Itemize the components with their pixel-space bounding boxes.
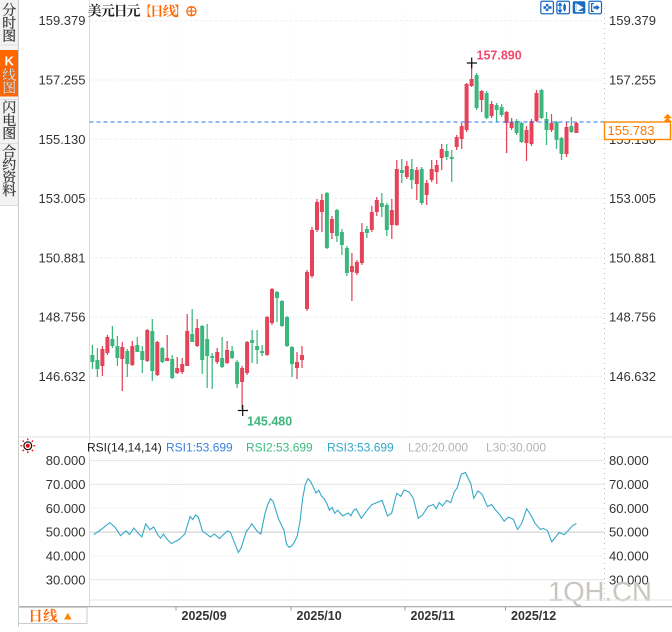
svg-text:30.000: 30.000 (46, 572, 86, 587)
svg-text:70.000: 70.000 (609, 477, 649, 492)
svg-text:50.000: 50.000 (46, 525, 86, 540)
svg-text:RSI1:53.699: RSI1:53.699 (166, 441, 233, 455)
svg-text:146.632: 146.632 (609, 369, 656, 384)
svg-text:148.756: 148.756 (39, 310, 86, 325)
svg-text:60.000: 60.000 (46, 501, 86, 516)
svg-text:2025/10: 2025/10 (297, 609, 342, 623)
svg-text:L20:20.000: L20:20.000 (408, 441, 468, 455)
svg-text:40.000: 40.000 (609, 549, 649, 564)
svg-text:145.480: 145.480 (247, 415, 292, 429)
svg-text:155.130: 155.130 (39, 132, 86, 147)
svg-text:30.000: 30.000 (609, 572, 649, 587)
svg-text:153.005: 153.005 (609, 191, 656, 206)
svg-text:80.000: 80.000 (609, 453, 649, 468)
svg-text:157.255: 157.255 (609, 73, 656, 88)
svg-text:146.632: 146.632 (39, 369, 86, 384)
svg-text:RSI3:53.699: RSI3:53.699 (327, 441, 394, 455)
svg-text:2025/09: 2025/09 (182, 609, 227, 623)
svg-text:1QH.CN: 1QH.CN (548, 576, 652, 607)
svg-text:153.005: 153.005 (39, 191, 86, 206)
svg-text:159.379: 159.379 (39, 13, 86, 28)
svg-text:40.000: 40.000 (46, 549, 86, 564)
svg-text:RSI2:53.699: RSI2:53.699 (246, 441, 313, 455)
svg-text:RSI(14,14,14): RSI(14,14,14) (87, 441, 162, 455)
svg-text:50.000: 50.000 (609, 525, 649, 540)
svg-text:80.000: 80.000 (46, 453, 86, 468)
svg-text:159.379: 159.379 (609, 13, 656, 28)
svg-text:70.000: 70.000 (46, 477, 86, 492)
svg-text:L30:30.000: L30:30.000 (486, 441, 546, 455)
svg-text:155.783: 155.783 (608, 123, 655, 138)
svg-text:157.255: 157.255 (39, 73, 86, 88)
svg-text:60.000: 60.000 (609, 501, 649, 516)
svg-text:150.881: 150.881 (609, 250, 656, 265)
svg-text:K: K (5, 54, 15, 69)
svg-text:157.890: 157.890 (477, 49, 522, 63)
svg-text:2025/11: 2025/11 (411, 609, 456, 623)
svg-text:150.881: 150.881 (39, 250, 86, 265)
svg-text:148.756: 148.756 (609, 310, 656, 325)
svg-text:2025/12: 2025/12 (511, 609, 556, 623)
